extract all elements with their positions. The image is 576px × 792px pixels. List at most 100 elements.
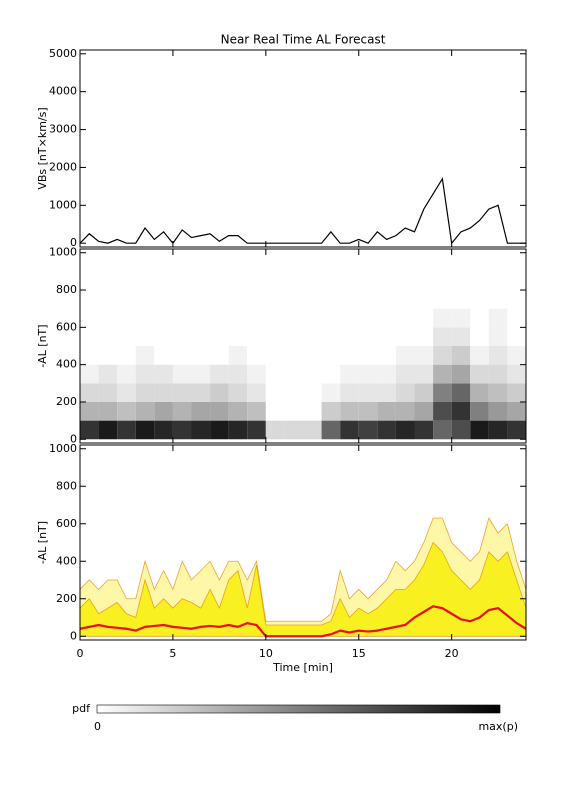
y-tick-label: 200	[56, 592, 77, 605]
heat-cell	[284, 420, 303, 440]
heat-cell	[228, 383, 248, 402]
heat-cell	[395, 383, 415, 402]
y-tick-label: 2000	[49, 160, 77, 173]
heat-cell	[433, 327, 452, 346]
y-axis-label: -AL [nT]	[36, 521, 49, 564]
heat-cell	[117, 420, 136, 440]
colorbar-min: 0	[94, 720, 101, 733]
heat-cell	[488, 383, 508, 402]
heat-cell	[117, 401, 136, 421]
heat-cell	[210, 308, 229, 328]
heat-cell	[135, 401, 155, 421]
heat-cell	[507, 308, 526, 328]
heat-cell	[395, 308, 415, 328]
heat-cell	[451, 308, 471, 328]
heat-cell	[303, 401, 322, 421]
heat-cell	[80, 420, 99, 440]
heat-cell	[191, 327, 211, 346]
heat-cell	[395, 346, 415, 365]
heat-cell	[228, 364, 248, 384]
band-area	[80, 541, 526, 637]
y-tick-label: 4000	[49, 85, 77, 98]
heat-cell	[414, 327, 434, 346]
heat-cell	[172, 364, 192, 384]
heat-cell	[284, 364, 303, 384]
heat-cell	[265, 308, 285, 328]
median-line	[80, 605, 526, 638]
heat-cell	[470, 401, 489, 421]
heat-cell	[172, 327, 192, 346]
heat-cell	[210, 327, 229, 346]
y-tick-label: 200	[56, 395, 77, 408]
heat-cell	[191, 308, 211, 328]
heat-cell	[247, 383, 266, 402]
heat-cell	[228, 327, 248, 346]
y-tick-label: 800	[56, 283, 77, 296]
heat-cell	[265, 401, 285, 421]
heat-cell	[210, 401, 229, 421]
heat-cell	[154, 327, 173, 346]
heat-cell	[507, 383, 526, 402]
heat-cell	[507, 346, 526, 365]
heat-cell	[135, 364, 155, 384]
heat-cell	[321, 383, 341, 402]
heat-cell	[377, 420, 396, 440]
y-tick-label: 0	[70, 236, 77, 249]
y-axis-label: VBs [nT×km/s]	[36, 107, 49, 189]
heat-cell	[358, 308, 378, 328]
heat-cell	[135, 383, 155, 402]
plot-area	[80, 177, 526, 245]
heat-cell	[377, 383, 396, 402]
heat-cell	[451, 364, 471, 384]
heat-cell	[377, 401, 396, 421]
heat-cell	[488, 327, 508, 346]
heat-cell	[395, 364, 415, 384]
plot-area	[80, 308, 526, 440]
panel-frame	[79, 49, 527, 248]
heat-cell	[154, 308, 173, 328]
heat-cell	[340, 346, 359, 365]
heat-cell	[98, 364, 118, 384]
heat-cell	[135, 420, 155, 440]
heat-cell	[358, 420, 378, 440]
x-axis-label: Time [min]	[272, 661, 333, 674]
heat-cell	[340, 327, 359, 346]
y-tick-label: 400	[56, 358, 77, 371]
heat-cell	[228, 420, 248, 440]
heat-cell	[80, 346, 99, 365]
heat-cell	[172, 346, 192, 365]
heat-cell	[247, 364, 266, 384]
y-tick-label: 0	[70, 629, 77, 642]
heat-cell	[265, 420, 285, 440]
heat-cell	[340, 383, 359, 402]
heat-cell	[358, 346, 378, 365]
heat-cell	[451, 401, 471, 421]
heat-cell	[303, 308, 322, 328]
heat-cell	[451, 327, 471, 346]
heat-cell	[98, 420, 118, 440]
heat-cell	[154, 401, 173, 421]
heat-cell	[172, 383, 192, 402]
heat-cell	[228, 346, 248, 365]
heat-cell	[488, 308, 508, 328]
heat-cell	[247, 308, 266, 328]
heat-cell	[414, 364, 434, 384]
heat-cell	[247, 346, 266, 365]
heat-cell	[358, 401, 378, 421]
heat-cell	[265, 327, 285, 346]
heat-cell	[414, 308, 434, 328]
heat-cell	[321, 401, 341, 421]
y-tick-label: 800	[56, 479, 77, 492]
heat-cell	[303, 327, 322, 346]
heat-cell	[451, 383, 471, 402]
y-tick-label: 1000	[49, 198, 77, 211]
heat-cell	[80, 308, 99, 328]
heat-cell	[247, 327, 266, 346]
heat-cell	[135, 308, 155, 328]
heat-cell	[303, 383, 322, 402]
heat-cell	[507, 327, 526, 346]
y-tick-label: 400	[56, 554, 77, 567]
heat-cell	[98, 401, 118, 421]
heat-cell	[98, 383, 118, 402]
heat-cell	[80, 327, 99, 346]
